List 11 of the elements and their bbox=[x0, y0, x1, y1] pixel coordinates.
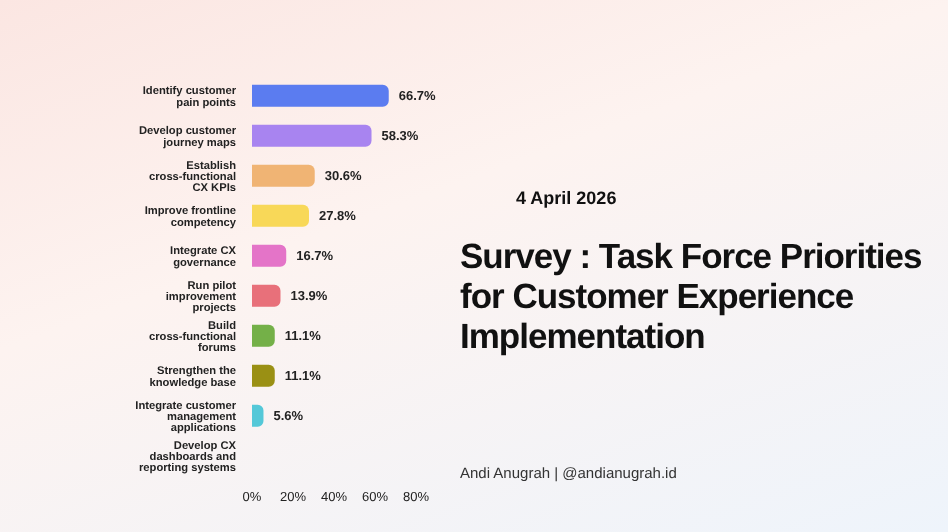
text: 4 April 2026 bbox=[516, 188, 617, 208]
bar bbox=[252, 284, 281, 307]
bar bbox=[252, 204, 309, 227]
bar bbox=[252, 164, 315, 187]
bar bbox=[252, 84, 389, 107]
text: Survey : Task Force Priorities for Customer Experience Implementation bbox=[460, 236, 924, 356]
bar bbox=[252, 364, 275, 387]
bar bbox=[252, 324, 275, 347]
bar bbox=[252, 404, 264, 427]
bar bbox=[252, 124, 372, 147]
bar bbox=[252, 244, 287, 267]
